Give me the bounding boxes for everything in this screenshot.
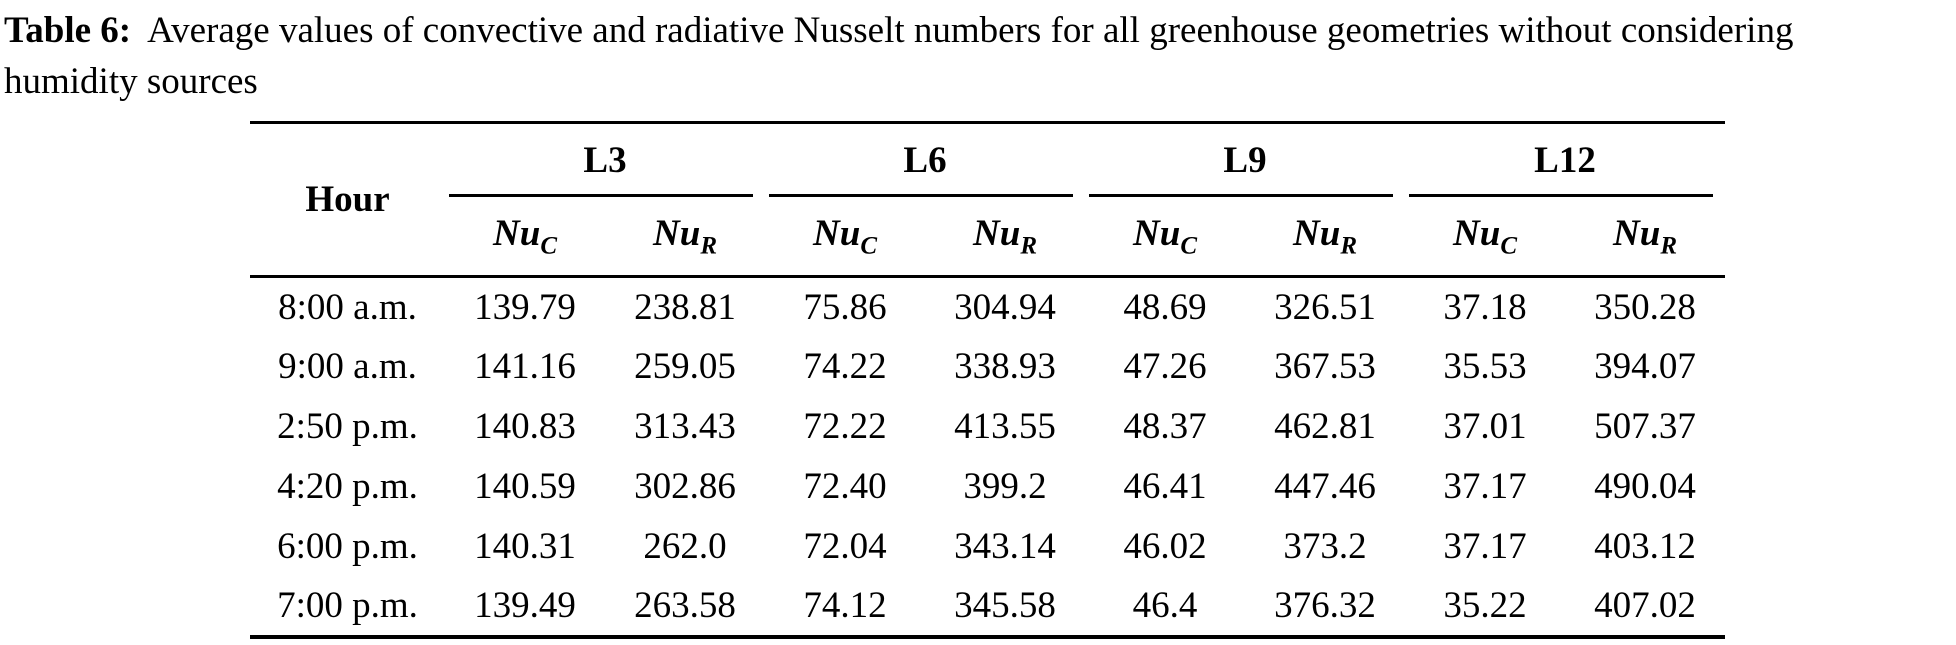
table-cell: 413.55 xyxy=(954,406,1056,447)
table-cell: 373.2 xyxy=(1283,526,1367,567)
nusselt-table: Hour L3 L6 L9 L12 NuC NuR NuC NuR NuC Nu… xyxy=(250,121,1725,639)
table-cell: 48.69 xyxy=(1123,286,1207,328)
table-cell: 140.59 xyxy=(474,466,576,507)
table-cell: 72.04 xyxy=(803,526,887,567)
table-cell: 37.18 xyxy=(1443,286,1527,328)
table-cell: 343.14 xyxy=(954,526,1056,567)
caption-line-2: humidity sources xyxy=(4,61,258,102)
table-cell: 37.17 xyxy=(1443,466,1527,507)
table-cell: 72.40 xyxy=(803,466,887,507)
hour-cell: 7:00 p.m. xyxy=(277,585,418,626)
table-cell: 263.58 xyxy=(634,585,736,626)
table-cell: 48.37 xyxy=(1123,406,1207,447)
table-cell: 403.12 xyxy=(1594,526,1696,567)
table-cell: 345.58 xyxy=(954,585,1056,626)
table-cell: 140.31 xyxy=(474,526,576,567)
column-header-hour: Hour xyxy=(305,179,390,220)
caption-line-1: Table 6: Average values of convective and… xyxy=(4,10,1793,51)
group-header-l12: L12 xyxy=(1405,123,1725,197)
table-cell: 338.93 xyxy=(954,346,1056,387)
hour-cell: 9:00 a.m. xyxy=(278,346,417,387)
table-cell: 304.94 xyxy=(954,286,1056,328)
column-header-nuc-l12: NuC xyxy=(1453,212,1517,259)
table-row: 4:20 p.m. 140.59 302.86 72.40 399.2 46.4… xyxy=(250,457,1725,517)
column-header-nur-l12: NuR xyxy=(1613,212,1677,259)
table-row: 6:00 p.m. 140.31 262.0 72.04 343.14 46.0… xyxy=(250,517,1725,577)
table-cell: 75.86 xyxy=(803,286,887,328)
column-header-nuc-l3: NuC xyxy=(493,212,557,259)
table-cell: 47.26 xyxy=(1123,346,1207,387)
table-cell: 37.17 xyxy=(1443,526,1527,567)
table-cell: 139.49 xyxy=(474,585,576,626)
table-cell: 141.16 xyxy=(474,346,576,387)
table-cell: 399.2 xyxy=(963,466,1047,507)
table-header: Hour L3 L6 L9 L12 NuC NuR NuC NuR NuC Nu… xyxy=(250,123,1725,277)
table-cell: 507.37 xyxy=(1594,406,1696,447)
table-cell: 74.12 xyxy=(803,585,887,626)
group-header-l6: L6 xyxy=(765,123,1085,197)
table-cell: 490.04 xyxy=(1594,466,1696,507)
table-cell: 238.81 xyxy=(634,286,736,328)
table-cell: 262.0 xyxy=(643,526,727,567)
group-header-row: Hour L3 L6 L9 L12 xyxy=(250,123,1725,220)
table-body: 8:00 a.m. 139.79 238.81 75.86 304.94 48.… xyxy=(250,277,1725,637)
table-row: 9:00 a.m. 141.16 259.05 74.22 338.93 47.… xyxy=(250,337,1725,397)
table-row: 8:00 a.m. 139.79 238.81 75.86 304.94 48.… xyxy=(250,277,1725,337)
group-header-l9: L9 xyxy=(1085,123,1405,197)
table-cell: 139.79 xyxy=(474,286,576,328)
hour-cell: 2:50 p.m. xyxy=(277,406,418,447)
table-row: 2:50 p.m. 140.83 313.43 72.22 413.55 48.… xyxy=(250,397,1725,457)
table-cell: 46.02 xyxy=(1123,526,1207,567)
group-header-l3: L3 xyxy=(445,123,765,197)
table-cell: 462.81 xyxy=(1274,406,1376,447)
table-cell: 74.22 xyxy=(803,346,887,387)
hour-cell: 4:20 p.m. xyxy=(277,466,418,507)
table-cell: 313.43 xyxy=(634,406,736,447)
table-cell: 407.02 xyxy=(1594,585,1696,626)
table-cell: 46.41 xyxy=(1123,466,1207,507)
sub-header-row: NuC NuR NuC NuR NuC NuR NuC NuR xyxy=(250,197,1725,277)
column-header-nur-l3: NuR xyxy=(653,212,717,259)
table-cell: 376.32 xyxy=(1274,585,1376,626)
table-cell: 367.53 xyxy=(1274,346,1376,387)
table-cell: 35.53 xyxy=(1443,346,1527,387)
caption-text: Average values of convective and radiati… xyxy=(147,10,1794,51)
table-cell: 447.46 xyxy=(1274,466,1376,507)
table-row: 7:00 p.m. 139.49 263.58 74.12 345.58 46.… xyxy=(250,577,1725,637)
column-header-nur-l9: NuR xyxy=(1293,212,1357,259)
table-cell: 326.51 xyxy=(1274,286,1376,328)
table-cell: 259.05 xyxy=(634,346,736,387)
caption-label: Table 6: xyxy=(4,10,132,51)
column-header-nur-l6: NuR xyxy=(973,212,1037,259)
table-cell: 394.07 xyxy=(1594,346,1696,387)
table-cell: 37.01 xyxy=(1443,406,1527,447)
table-cell: 46.4 xyxy=(1132,585,1198,626)
table-cell: 35.22 xyxy=(1443,585,1527,626)
table-cell: 302.86 xyxy=(634,466,736,507)
hour-cell: 8:00 a.m. xyxy=(278,286,417,328)
hour-cell: 6:00 p.m. xyxy=(277,526,418,567)
table-caption: Table 6: Average values of convective and… xyxy=(0,0,1956,107)
table-cell: 140.83 xyxy=(474,406,576,447)
table-cell: 72.22 xyxy=(803,406,887,447)
column-header-nuc-l9: NuC xyxy=(1133,212,1197,259)
table-cell: 350.28 xyxy=(1594,286,1696,328)
column-header-nuc-l6: NuC xyxy=(813,212,877,259)
